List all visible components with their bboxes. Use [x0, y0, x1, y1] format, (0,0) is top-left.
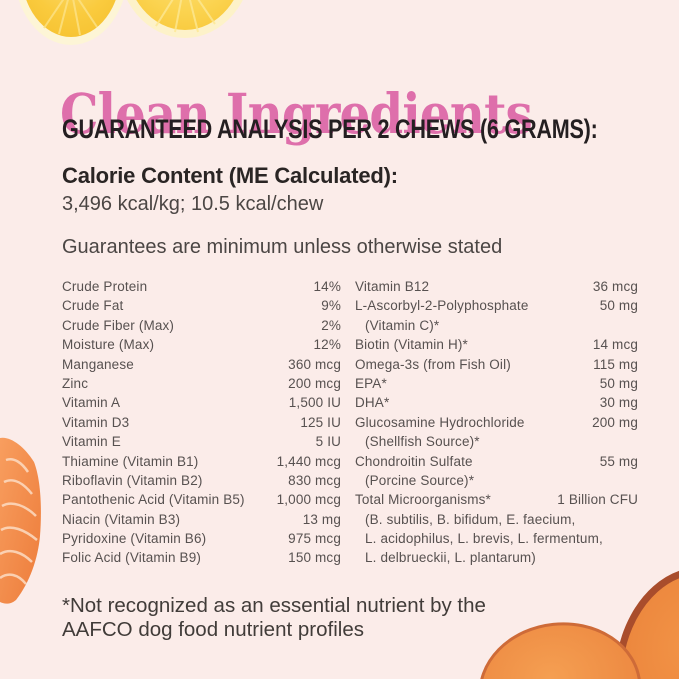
nutrient-label: Thiamine (Vitamin B1) — [62, 453, 199, 469]
nutrient-row: Manganese 360 mcg — [62, 355, 341, 374]
nutrient-row: Vitamin B12 36 mcg — [355, 277, 638, 296]
lemon-slices-image — [0, 0, 260, 52]
nutrient-row: Pyridoxine (Vitamin B6) 975 mcg — [62, 529, 341, 548]
nutrient-row: (Porcine Source)* — [355, 471, 638, 490]
nutrient-label: Vitamin B12 — [355, 279, 430, 294]
nutrient-label: Vitamin E — [62, 434, 121, 450]
nutrient-value: 1,500 IU — [288, 395, 341, 411]
nutrient-label: Folic Acid (Vitamin B9) — [62, 550, 201, 566]
nutrient-label: Total Microorganisms* — [355, 492, 491, 508]
nutrient-value: 13 mg — [302, 511, 341, 527]
nutrient-value: 50 mg — [599, 375, 638, 391]
nutrient-label: Niacin (Vitamin B3) — [62, 511, 181, 527]
nutrient-label: Vitamin D3 — [62, 414, 130, 430]
nutrient-row: Riboflavin (Vitamin B2) 830 mcg — [62, 471, 341, 490]
footnote-line-2: AAFCO dog food nutrient profiles — [62, 617, 364, 641]
nutrient-row: (B. subtilis, B. bifidum, E. faecium, — [355, 510, 638, 529]
nutrient-label: Crude Fat — [62, 298, 124, 314]
nutrient-row: L. acidophilus, L. brevis, L. fermentum, — [355, 529, 638, 548]
nutrient-row: Total Microorganisms* 1 Billion CFU — [355, 490, 638, 509]
nutrient-label: EPA* — [355, 375, 387, 391]
nutrient-row: Chondroitin Sulfate 55 mg — [355, 452, 638, 471]
nutrient-row: Thiamine (Vitamin B1) 1,440 mcg — [62, 452, 341, 471]
nutrient-value: 200 mg — [592, 414, 638, 430]
nutrient-row: Pantothenic Acid (Vitamin B5) 1,000 mcg — [62, 490, 341, 509]
nutrient-row: EPA* 50 mg — [355, 374, 638, 393]
nutrient-row: L-Ascorbyl-2-Polyphosphate 50 mg — [355, 296, 638, 315]
nutrient-row: Vitamin D3 125 IU — [62, 413, 341, 432]
nutrient-label: (Vitamin C)* — [365, 317, 440, 333]
sweet-potato-image — [470, 549, 679, 679]
nutrient-value: 55 mg — [599, 453, 638, 469]
nutrient-row: (Vitamin C)* — [355, 316, 638, 335]
nutrient-row: Crude Fiber (Max) 2% — [62, 316, 341, 335]
nutrient-value: 1,000 mcg — [276, 492, 341, 508]
nutrient-value: 30 mg — [599, 395, 638, 411]
nutrient-label: Crude Protein — [62, 279, 148, 294]
nutrient-row: Omega-3s (from Fish Oil) 115 mg — [355, 355, 638, 374]
nutrient-label: L. acidophilus, L. brevis, L. fermentum, — [365, 531, 603, 547]
nutrient-label: DHA* — [355, 395, 390, 411]
nutrient-row: Glucosamine Hydrochloride 200 mg — [355, 413, 638, 432]
nutrient-value: 150 mcg — [288, 550, 341, 566]
nutrient-value: 2% — [321, 317, 341, 333]
footnote-line-1: *Not recognized as an essential nutrient… — [62, 594, 486, 617]
nutrient-row: Crude Fat 9% — [62, 296, 341, 315]
analysis-right-column: Vitamin B12 36 mcg L-Ascorbyl-2-Polyphosp… — [355, 277, 638, 568]
nutrient-value: 1,440 mcg — [276, 453, 341, 469]
nutrient-row: Vitamin E 5 IU — [62, 432, 341, 451]
nutrient-value: 14 mcg — [592, 337, 638, 353]
nutrient-value: 830 mcg — [288, 472, 341, 488]
nutrient-row: Vitamin A 1,500 IU — [62, 393, 341, 412]
nutrient-label: (Porcine Source)* — [365, 472, 475, 488]
nutrient-label: Pyridoxine (Vitamin B6) — [62, 531, 207, 547]
nutrient-value: 14% — [313, 279, 341, 294]
nutrient-row: Crude Protein 14% — [62, 277, 341, 296]
nutrient-label: L-Ascorbyl-2-Polyphosphate — [355, 298, 529, 314]
nutrient-label: Pantothenic Acid (Vitamin B5) — [62, 492, 245, 508]
nutrient-label: Crude Fiber (Max) — [62, 317, 175, 333]
nutrient-label: Zinc — [62, 375, 89, 391]
nutrient-value: 50 mg — [599, 298, 638, 314]
nutrient-row: Biotin (Vitamin H)* 14 mcg — [355, 335, 638, 354]
nutrient-label: Glucosamine Hydrochloride — [355, 414, 525, 430]
page-title: Clean Ingredients — [60, 80, 533, 146]
analysis-left-column: Crude Protein 14% Crude Fat 9% Crude Fiber… — [62, 277, 341, 568]
nutrient-value: 200 mcg — [288, 375, 341, 391]
nutrient-value: 975 mcg — [288, 531, 341, 547]
nutrient-value: 115 mg — [593, 356, 638, 372]
nutrient-label: Omega-3s (from Fish Oil) — [355, 356, 511, 372]
nutrient-value: 12% — [313, 337, 341, 353]
nutrient-label: Manganese — [62, 356, 134, 372]
nutrient-label: (Shellfish Source)* — [365, 434, 480, 450]
nutrient-label: L. delbrueckii, L. plantarum) — [365, 550, 536, 566]
nutrient-label: Riboflavin (Vitamin B2) — [62, 472, 203, 488]
nutrient-row: Folic Acid (Vitamin B9) 150 mcg — [62, 548, 341, 567]
nutrient-label: Vitamin A — [62, 395, 121, 411]
nutrient-label: (B. subtilis, B. bifidum, E. faecium, — [365, 511, 576, 527]
nutrient-row: Niacin (Vitamin B3) 13 mg — [62, 510, 341, 529]
nutrient-value: 36 mcg — [592, 279, 638, 294]
calorie-content-heading: Calorie Content (ME Calculated): — [62, 163, 398, 188]
nutrient-row: DHA* 30 mg — [355, 393, 638, 412]
nutrient-row: (Shellfish Source)* — [355, 432, 638, 451]
nutrient-value: 360 mcg — [288, 356, 341, 372]
nutrient-row: L. delbrueckii, L. plantarum) — [355, 548, 638, 567]
guaranteed-analysis-heading: GUARANTEED ANALYSIS PER 2 CHEWS (6 GRAMS… — [62, 114, 598, 144]
nutrient-value: 125 IU — [300, 414, 341, 430]
nutrient-value: 9% — [321, 298, 341, 314]
nutrient-label: Biotin (Vitamin H)* — [355, 337, 468, 353]
nutrient-value: 5 IU — [315, 434, 341, 450]
nutrient-value: 1 Billion CFU — [557, 492, 638, 508]
nutrient-row: Moisture (Max) 12% — [62, 335, 341, 354]
salmon-image — [0, 432, 48, 607]
nutrient-label: Moisture (Max) — [62, 337, 155, 353]
calorie-content-value: 3,496 kcal/kg; 10.5 kcal/chew — [62, 193, 324, 215]
nutrient-row: Zinc 200 mcg — [62, 374, 341, 393]
guarantee-note: Guarantees are minimum unless otherwise … — [62, 236, 503, 258]
nutrient-label: Chondroitin Sulfate — [355, 453, 473, 469]
footnote: *Not recognized as an essential nutrient… — [62, 594, 486, 641]
